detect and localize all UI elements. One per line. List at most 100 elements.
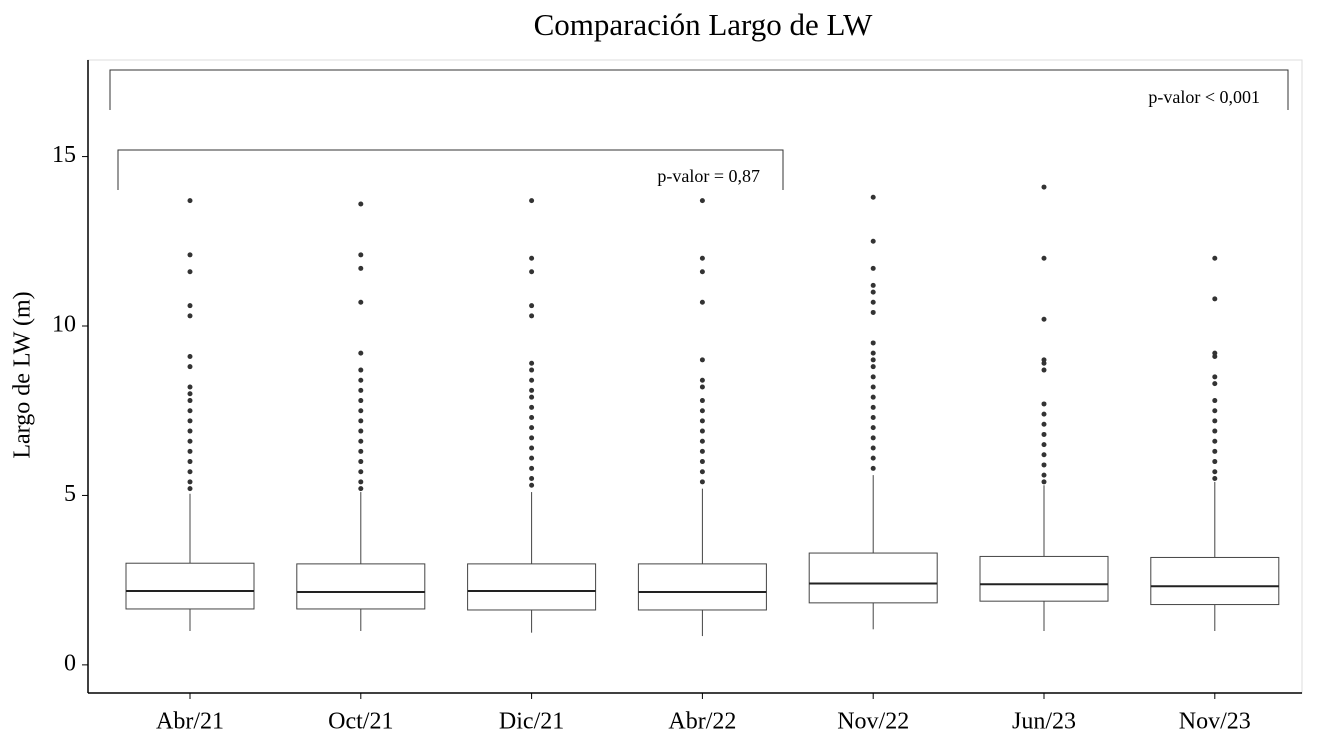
outlier: [1041, 255, 1047, 261]
outlier: [699, 384, 705, 390]
outlier: [1212, 255, 1218, 261]
y-tick-label: 5: [64, 481, 76, 507]
outlier: [1212, 469, 1218, 475]
x-tick-label: Nov/22: [837, 709, 909, 735]
outlier: [1041, 411, 1047, 417]
outlier: [529, 313, 535, 319]
box: [467, 563, 597, 611]
outlier: [358, 265, 364, 271]
outlier: [187, 364, 193, 370]
outlier: [870, 364, 876, 370]
outlier: [529, 445, 535, 451]
outlier: [358, 299, 364, 305]
x-tick-label: Nov/23: [1179, 709, 1251, 735]
outlier: [870, 194, 876, 200]
outlier: [699, 428, 705, 434]
outlier: [358, 350, 364, 356]
outlier: [187, 354, 193, 360]
y-tick-label: 10: [52, 312, 76, 338]
outlier: [1041, 401, 1047, 407]
outlier: [529, 255, 535, 261]
outlier: [358, 252, 364, 258]
x-tick-label: Jun/23: [1012, 709, 1076, 735]
outlier: [187, 384, 193, 390]
box: [637, 563, 767, 611]
outlier: [1212, 354, 1218, 360]
outlier: [529, 377, 535, 383]
outlier: [870, 265, 876, 271]
outlier: [529, 482, 535, 488]
x-tick-label: Abr/21: [156, 709, 224, 735]
outlier: [358, 377, 364, 383]
x-tick-label: Dic/21: [499, 709, 564, 735]
outlier: [1212, 448, 1218, 454]
outlier: [1041, 442, 1047, 448]
outlier: [529, 455, 535, 461]
outlier: [529, 404, 535, 410]
outlier: [529, 475, 535, 481]
outlier: [699, 459, 705, 465]
outlier: [1041, 462, 1047, 468]
outlier: [1041, 316, 1047, 322]
outlier: [1041, 479, 1047, 485]
outlier: [1041, 367, 1047, 373]
outlier: [358, 459, 364, 465]
outlier: [187, 418, 193, 424]
outlier: [187, 428, 193, 434]
y-tick-label: 15: [52, 142, 76, 168]
outlier: [699, 448, 705, 454]
outlier: [1212, 428, 1218, 434]
outlier: [870, 350, 876, 356]
outlier: [699, 469, 705, 475]
outlier: [187, 469, 193, 475]
annotation: p-valor = 0,87: [657, 166, 760, 186]
outlier: [358, 448, 364, 454]
outlier: [870, 394, 876, 400]
outlier: [187, 198, 193, 204]
outlier: [1041, 452, 1047, 458]
outlier: [529, 425, 535, 431]
outlier: [187, 252, 193, 258]
bracket: [109, 69, 1289, 110]
outlier: [699, 299, 705, 305]
outlier: [699, 198, 705, 204]
outlier: [870, 445, 876, 451]
outlier: [187, 391, 193, 397]
outlier: [529, 303, 535, 309]
outlier: [1041, 431, 1047, 437]
outlier: [870, 289, 876, 295]
outlier: [358, 408, 364, 414]
outlier: [529, 415, 535, 421]
outlier: [870, 384, 876, 390]
outlier: [529, 367, 535, 373]
outlier: [1041, 472, 1047, 478]
outlier: [1041, 184, 1047, 190]
outlier: [187, 398, 193, 404]
outlier: [529, 360, 535, 366]
outlier: [1212, 438, 1218, 444]
outlier: [187, 438, 193, 444]
outlier: [529, 198, 535, 204]
outlier: [529, 465, 535, 471]
box: [979, 555, 1109, 602]
outlier: [1212, 381, 1218, 387]
outlier: [187, 486, 193, 492]
outlier: [1212, 475, 1218, 481]
outlier: [1212, 398, 1218, 404]
outlier: [699, 377, 705, 383]
outlier: [870, 435, 876, 441]
outlier: [529, 394, 535, 400]
outlier: [187, 408, 193, 414]
outlier: [358, 418, 364, 424]
x-tick-label: Oct/21: [328, 709, 393, 735]
outlier: [358, 398, 364, 404]
outlier: [699, 357, 705, 363]
outlier: [358, 387, 364, 393]
box: [296, 563, 426, 610]
outlier: [870, 357, 876, 363]
outlier: [358, 367, 364, 373]
outlier: [699, 255, 705, 261]
box: [808, 552, 938, 604]
outlier: [529, 387, 535, 393]
outlier: [699, 418, 705, 424]
